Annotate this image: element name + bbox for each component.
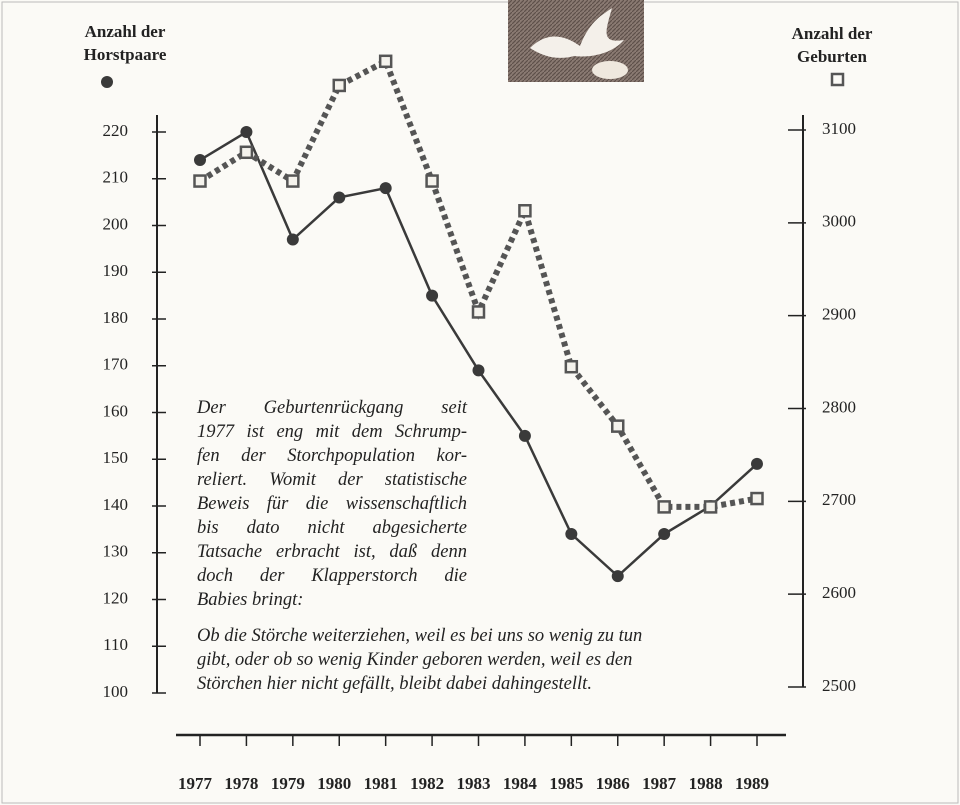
x-tick-label: 1985 bbox=[549, 774, 583, 793]
y-tick-label: 160 bbox=[103, 401, 129, 420]
point-marker bbox=[287, 176, 298, 187]
x-tick-label: 1983 bbox=[457, 774, 491, 793]
annotation-line: doch der Klapperstorch die bbox=[197, 564, 467, 588]
point-marker bbox=[566, 361, 577, 372]
x-tick-label: 1987 bbox=[642, 774, 677, 793]
y-axis-title: Anzahl der bbox=[85, 22, 166, 41]
y2-axis-title: Anzahl der bbox=[792, 24, 873, 43]
y2-tick-label: 2500 bbox=[822, 676, 856, 695]
x-tick-label: 1978 bbox=[224, 774, 258, 793]
point-marker bbox=[380, 182, 392, 194]
point-marker bbox=[659, 501, 670, 512]
y-axis-title: Horstpaare bbox=[84, 45, 167, 64]
point-marker bbox=[380, 56, 391, 67]
x-tick-label: 1979 bbox=[271, 774, 305, 793]
point-marker bbox=[565, 528, 577, 540]
point-marker bbox=[241, 147, 252, 158]
annotation-line: gibt, oder ob so wenig Kinder geboren we… bbox=[197, 648, 749, 672]
x-tick-label: 1984 bbox=[503, 774, 538, 793]
page: Anzahl der Horstpaare Anzahl der Geburten 10… bbox=[0, 0, 960, 805]
point-marker bbox=[752, 493, 763, 504]
y-tick-label: 200 bbox=[103, 214, 129, 233]
y-tick-label: 140 bbox=[103, 495, 129, 514]
y2-tick-label: 3000 bbox=[822, 212, 856, 231]
point-marker bbox=[612, 421, 623, 432]
point-marker bbox=[334, 80, 345, 91]
y2-tick-label: 3100 bbox=[822, 119, 856, 138]
x-tick-label: 1980 bbox=[317, 774, 351, 793]
x-tick-label: 1989 bbox=[735, 774, 769, 793]
point-marker bbox=[194, 154, 206, 166]
y-tick-label: 110 bbox=[103, 635, 128, 654]
point-marker bbox=[240, 126, 252, 138]
y-tick-label: 220 bbox=[103, 121, 129, 140]
y-tick-label: 150 bbox=[103, 448, 129, 467]
y-tick-label: 170 bbox=[103, 355, 129, 374]
y2-tick-label: 2900 bbox=[822, 305, 856, 324]
annotation-line: Der Geburtenrückgang seit bbox=[197, 396, 467, 420]
point-marker bbox=[427, 176, 438, 187]
y-tick-label: 180 bbox=[103, 308, 129, 327]
x-tick-label: 1986 bbox=[596, 774, 630, 793]
y-tick-label: 190 bbox=[103, 261, 129, 280]
point-marker bbox=[473, 306, 484, 317]
y2-tick-label: 2600 bbox=[822, 583, 856, 602]
x-tick-label: 1977 bbox=[178, 774, 213, 793]
annotation: Ob die Störche weiterziehen, weil es bei… bbox=[197, 624, 749, 696]
point-marker bbox=[519, 430, 531, 442]
annotation-line: bis dato nicht abgesicherte bbox=[197, 516, 467, 540]
annotation-line: fen der Storchpopulation kor- bbox=[197, 444, 467, 468]
point-marker bbox=[473, 364, 485, 376]
annotation-line: 1977 ist eng mit dem Schrump- bbox=[197, 420, 467, 444]
x-tick-label: 1981 bbox=[364, 774, 398, 793]
y2-axis-title: Geburten bbox=[797, 47, 867, 66]
point-marker bbox=[287, 234, 299, 246]
annotation-line: Beweis für die wissenschaftlich bbox=[197, 492, 467, 516]
point-marker bbox=[426, 290, 438, 302]
point-marker bbox=[333, 191, 345, 203]
annotation-line: Störchen hier nicht gefällt, bleibt dabe… bbox=[197, 672, 749, 696]
y-tick-label: 210 bbox=[103, 168, 129, 187]
point-marker bbox=[519, 205, 530, 216]
x-tick-label: 1988 bbox=[689, 774, 723, 793]
y-tick-label: 100 bbox=[103, 682, 129, 701]
annotation-line: Babies bringt: bbox=[197, 588, 467, 612]
annotation-line: Tatsache erbracht ist, daß denn bbox=[197, 540, 467, 564]
annotation-line: Ob die Störche weiterziehen, weil es bei… bbox=[197, 624, 749, 648]
legend-marker bbox=[101, 76, 113, 88]
point-marker bbox=[705, 501, 716, 512]
point-marker bbox=[612, 570, 624, 582]
y2-tick-label: 2700 bbox=[822, 490, 856, 509]
y2-tick-label: 2800 bbox=[822, 397, 856, 416]
stork-illustration bbox=[508, 0, 644, 82]
annotation-line: reliert. Womit der statistische bbox=[197, 468, 467, 492]
point-marker bbox=[751, 458, 763, 470]
x-tick-label: 1982 bbox=[410, 774, 444, 793]
point-marker bbox=[195, 176, 206, 187]
legend-marker bbox=[832, 74, 843, 85]
y-tick-label: 130 bbox=[103, 542, 129, 561]
point-marker bbox=[658, 528, 670, 540]
y-tick-label: 120 bbox=[103, 588, 129, 607]
